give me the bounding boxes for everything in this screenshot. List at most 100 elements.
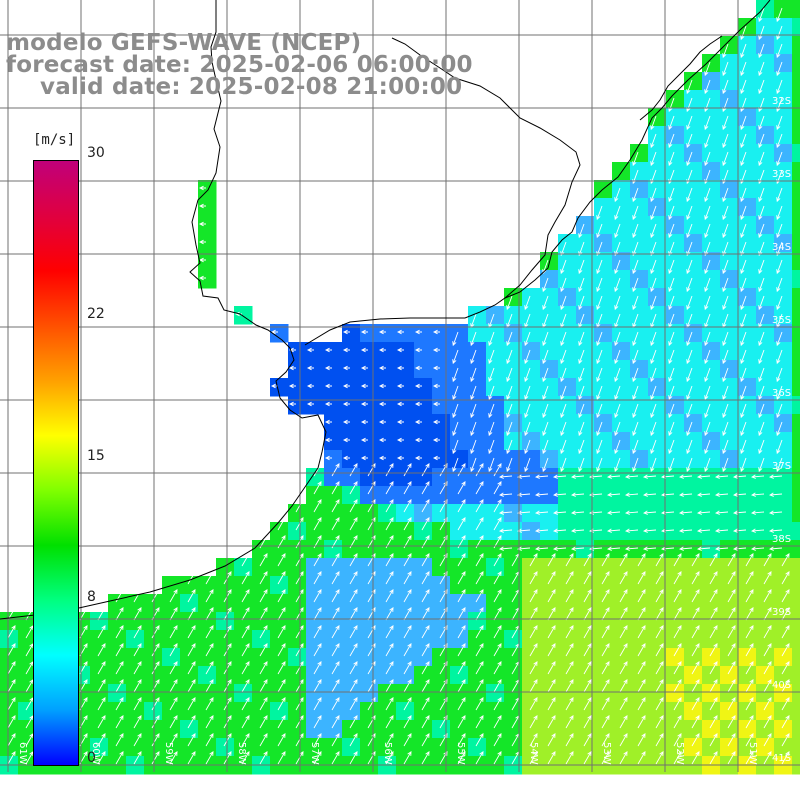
- wind-arrow: [396, 329, 404, 335]
- wind-arrow: [475, 499, 484, 513]
- wind-cell: [90, 648, 109, 667]
- wind-arrow: [457, 643, 466, 657]
- wind-cell: [774, 396, 793, 415]
- wind-cell: [396, 558, 415, 577]
- wind-arrow: [740, 385, 747, 401]
- wind-arrow: [740, 277, 747, 293]
- wind-cell: [594, 522, 613, 541]
- wind-cell: [720, 72, 739, 91]
- wind-arrow: [745, 697, 754, 711]
- wind-cell: [756, 558, 775, 577]
- wind-cell: [432, 468, 451, 487]
- wind-arrow: [758, 205, 765, 221]
- wind-cell: [450, 576, 469, 595]
- wind-cell: [738, 126, 757, 145]
- wind-arrow: [475, 679, 484, 693]
- wind-cell: [594, 720, 613, 739]
- wind-arrow: [686, 259, 693, 275]
- wind-cell: [594, 540, 613, 559]
- wind-arrow: [619, 553, 628, 567]
- wind-arrow: [342, 419, 350, 425]
- wind-cell: [288, 396, 307, 415]
- wind-cell: [702, 324, 721, 343]
- wind-arrow: [758, 187, 765, 203]
- wind-cell: [468, 342, 487, 361]
- wind-cell: [720, 216, 739, 235]
- wind-arrow: [488, 421, 495, 437]
- wind-arrow: [606, 492, 621, 497]
- wind-cell: [252, 630, 271, 649]
- wind-arrow: [596, 349, 603, 365]
- wind-arrow: [740, 295, 747, 311]
- wind-cell: [576, 522, 595, 541]
- wind-arrow: [493, 679, 502, 693]
- wind-arrow: [709, 751, 718, 765]
- wind-arrow: [745, 625, 754, 639]
- wind-cell: [648, 252, 667, 271]
- wind-cell: [270, 522, 289, 541]
- wind-cell: [540, 612, 559, 631]
- wind-arrow: [534, 474, 549, 479]
- wind-arrow: [565, 751, 574, 765]
- wind-cell: [414, 414, 433, 433]
- wind-cell: [126, 630, 145, 649]
- wind-cell: [162, 702, 181, 721]
- wind-cell: [540, 720, 559, 739]
- wind-arrow: [421, 733, 430, 747]
- wind-arrow: [642, 510, 657, 515]
- wind-arrow: [722, 43, 729, 59]
- wind-cell: [612, 648, 631, 667]
- wind-cell: [630, 648, 649, 667]
- wind-cell: [756, 432, 775, 451]
- wind-arrow: [709, 625, 718, 639]
- wind-cell: [648, 576, 667, 595]
- wind-arrow: [655, 715, 664, 729]
- wind-arrow: [414, 437, 422, 443]
- wind-arrow: [205, 589, 214, 603]
- wind-cell: [360, 468, 379, 487]
- wind-arrow: [403, 733, 412, 747]
- wind-arrow: [655, 733, 664, 747]
- wind-cell: [522, 666, 541, 685]
- wind-arrow: [596, 223, 603, 239]
- colorbar-tick-label: 15: [87, 447, 105, 464]
- wind-arrow: [403, 571, 412, 585]
- wind-cell: [774, 666, 793, 685]
- wind-arrow: [151, 715, 160, 729]
- wind-cell: [612, 324, 631, 343]
- wind-arrow: [421, 553, 430, 567]
- wind-cell: [756, 720, 775, 739]
- wind-arrow: [506, 349, 513, 365]
- wind-arrow: [385, 553, 394, 567]
- wind-cell: [648, 738, 667, 757]
- wind-arrow: [776, 7, 783, 23]
- wind-arrow: [331, 679, 340, 693]
- wind-arrow: [624, 474, 639, 479]
- wind-arrow: [349, 625, 358, 639]
- wind-arrow: [488, 439, 495, 455]
- wind-cell: [270, 648, 289, 667]
- wind-cell: [288, 612, 307, 631]
- wind-cell: [252, 702, 271, 721]
- wind-cell: [756, 396, 775, 415]
- wind-cell: [612, 558, 631, 577]
- wind-cell: [342, 360, 361, 379]
- wind-cell: [486, 720, 505, 739]
- wind-cell: [576, 486, 595, 505]
- wind-arrow: [542, 277, 549, 293]
- wind-cell: [702, 594, 721, 613]
- wind-arrow: [488, 403, 495, 419]
- wind-cell: [234, 594, 253, 613]
- wind-arrow: [686, 421, 693, 437]
- wind-cell: [450, 684, 469, 703]
- wind-cell: [396, 486, 415, 505]
- wind-cell: [666, 360, 685, 379]
- wind-cell: [612, 576, 631, 595]
- wind-cell: [648, 360, 667, 379]
- wind-arrow: [565, 625, 574, 639]
- wind-cell: [198, 666, 217, 685]
- wind-cell: [486, 360, 505, 379]
- wind-arrow: [331, 589, 340, 603]
- wind-cell: [540, 594, 559, 613]
- wind-cell: [540, 414, 559, 433]
